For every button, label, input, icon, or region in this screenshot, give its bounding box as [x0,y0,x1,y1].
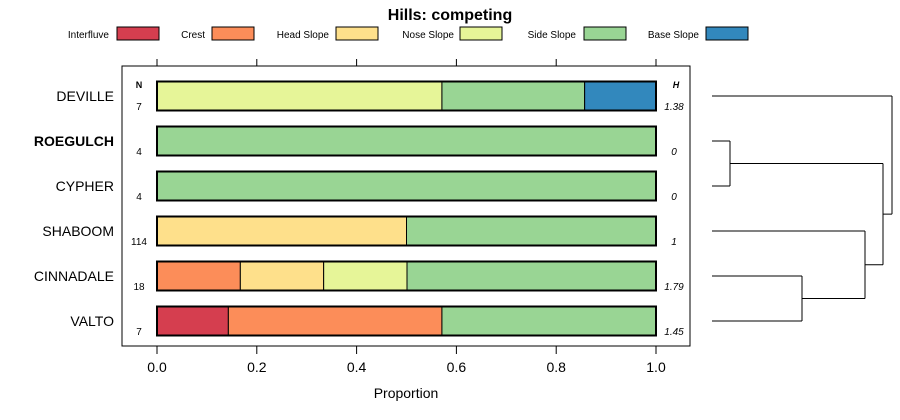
x-tick-label: 0.4 [347,359,367,375]
legend-label-crest: Crest [181,30,205,41]
legend-label-base-slope: Base Slope [648,30,700,41]
bar-valto-interfluve [156,306,229,336]
row-labels: DEVILLE ROEGULCH CYPHER SHABOOM CINNADALE VAL… [34,88,114,329]
top-axis-ticks [156,59,657,66]
legend-label-interfluve: Interfluve [68,30,110,41]
plot-frame [121,65,691,347]
row-label-roegulch: ROEGULCH [34,133,114,149]
x-axis: 0.0 0.2 0.4 0.6 0.8 1.0 [147,346,666,375]
row-label-cypher: CYPHER [56,178,114,194]
bar-deville-nose-slope [156,81,443,111]
h-labels: 1.38 0 0 1 1.79 1.45 [664,102,684,338]
bar-roegulch-side-slope [156,126,657,156]
bar-valto-crest [227,306,443,336]
legend: Interfluve Crest Head Slope Nose Slope Side … [68,26,749,41]
bar-deville-base-slope [584,81,657,111]
legend-swatch-crest [211,26,255,41]
x-tick-label: 0.2 [247,359,267,375]
h-value-valto: 1.45 [664,327,684,338]
n-value-cinnadale: 18 [133,282,145,293]
row-label-shaboom: SHABOOM [42,223,114,239]
legend-swatch-side-slope [583,26,627,41]
n-column-header: N [136,80,143,90]
bar-outline-cinnadale [156,260,657,292]
h-value-deville: 1.38 [664,102,684,113]
legend-label-side-slope: Side Slope [528,30,577,41]
bar-outline-cypher [156,170,657,202]
dendrogram [712,95,893,322]
n-value-roegulch: 4 [136,147,142,158]
bar-outline-shaboom [156,215,657,247]
n-labels: 7 4 4 114 18 7 [131,102,147,338]
legend-swatch-base-slope [705,26,749,41]
bar-shaboom-head-slope [156,216,407,246]
bar-outline-deville [156,80,657,112]
legend-swatch-nose-slope [459,26,503,41]
bar-outline-valto [156,305,657,337]
bar-outline-roegulch [156,125,657,157]
h-value-cypher: 0 [671,192,677,203]
x-tick-label: 1.0 [646,359,666,375]
bar-cinnadale-head-slope [239,261,325,291]
n-value-cypher: 4 [136,192,142,203]
legend-label-head-slope: Head Slope [277,30,330,41]
legend-swatch-interfluve [116,26,160,41]
chart-title: Hills: competing [388,7,512,24]
row-label-valto: VALTO [70,313,114,329]
n-value-shaboom: 114 [131,237,147,248]
x-axis-label: Proportion [374,385,439,401]
x-tick-label: 0.0 [147,359,167,375]
bar-cinnadale-crest [156,261,241,291]
bar-shaboom-side-slope [406,216,657,246]
h-value-cinnadale: 1.79 [664,282,684,293]
h-column-header: H [673,80,680,90]
bar-cypher-side-slope [156,171,657,201]
row-label-deville: DEVILLE [56,88,114,104]
n-value-valto: 7 [136,327,142,338]
h-value-roegulch: 0 [671,147,677,158]
bar-deville-side-slope [441,81,586,111]
x-tick-label: 0.6 [447,359,467,375]
x-tick-label: 0.8 [546,359,566,375]
bar-cinnadale-side-slope [406,261,657,291]
bars-layer [156,80,657,337]
bar-valto-side-slope [441,306,657,336]
row-label-cinnadale: CINNADALE [34,268,114,284]
h-value-shaboom: 1 [671,237,677,248]
bar-cinnadale-nose-slope [323,261,408,291]
n-value-deville: 7 [136,102,142,113]
legend-swatch-head-slope [335,26,379,41]
legend-label-nose-slope: Nose Slope [402,30,454,41]
